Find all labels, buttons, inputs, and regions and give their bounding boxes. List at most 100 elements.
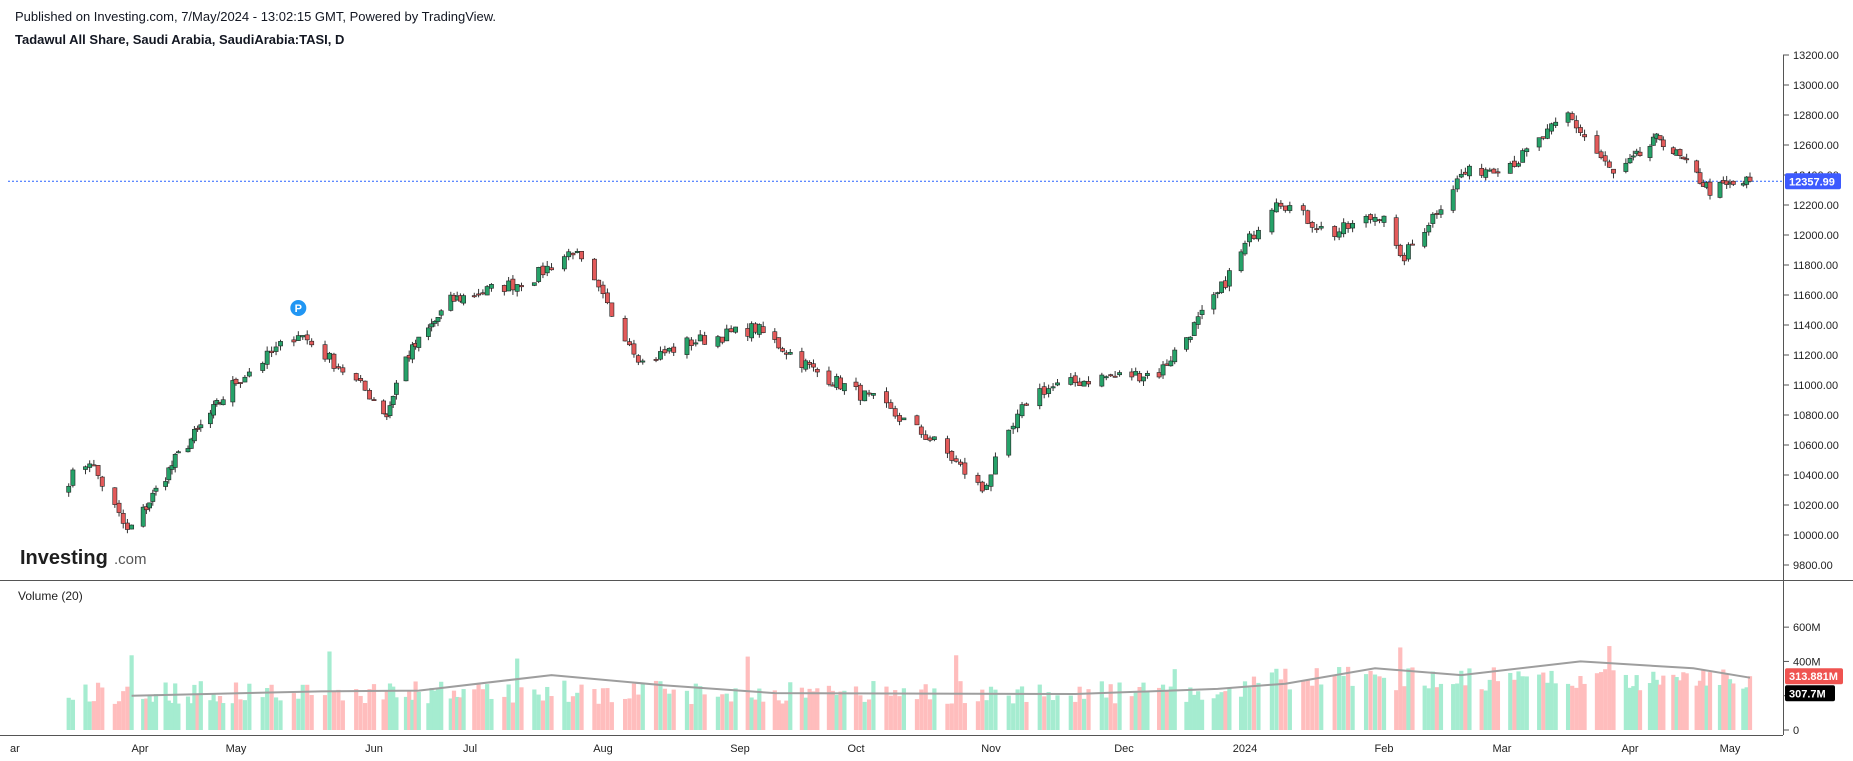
candle-up <box>172 453 178 468</box>
candle-down <box>1511 160 1517 167</box>
candle-up <box>147 502 152 509</box>
candle-down <box>367 390 372 400</box>
volume-bar-up <box>575 692 580 730</box>
candle-up <box>387 405 393 416</box>
volume-bar-up <box>1160 684 1166 730</box>
volume-bar-down <box>776 700 781 730</box>
volume-bar-down <box>1707 672 1713 730</box>
candle-down <box>233 378 239 385</box>
volume-bar-down <box>1129 696 1134 730</box>
price-tick-label: 10800.00 <box>1793 410 1839 422</box>
volume-bar-down <box>413 681 418 730</box>
volume-bar-down <box>975 701 981 730</box>
candle-down <box>91 464 97 467</box>
volume-bar-down <box>838 691 843 730</box>
volume-bar-up <box>1565 683 1571 730</box>
volume-bar-down <box>1637 690 1643 730</box>
candle-up <box>993 456 998 475</box>
candle-up <box>1422 232 1428 247</box>
volume-bar-down <box>340 700 345 730</box>
volume-bar-up <box>1238 696 1244 730</box>
volume-bar-down <box>662 688 667 730</box>
volume-bar-up <box>247 683 252 730</box>
candle-up <box>803 360 809 370</box>
candle-down <box>853 381 859 387</box>
candle-down <box>471 295 477 298</box>
volume-bar-up <box>1727 679 1733 730</box>
candle-down <box>1251 234 1257 239</box>
candle-up <box>931 436 937 440</box>
volume-bar-up <box>410 699 415 730</box>
volume-bar-down <box>502 696 507 730</box>
volume-bar-up <box>658 681 663 730</box>
volume-bar-up <box>1674 677 1679 730</box>
candle-down <box>1747 176 1753 182</box>
volume-bar-up <box>221 703 226 730</box>
candle-up <box>87 463 93 468</box>
volume-bar-up <box>189 703 194 730</box>
volume-bar-down <box>1137 686 1142 730</box>
candle-down <box>958 461 963 465</box>
volume-bar-up <box>1227 688 1232 730</box>
volume-bar-down <box>914 699 920 730</box>
candle-down <box>476 293 481 296</box>
volume-bar-up <box>1184 701 1189 730</box>
candle-down <box>975 474 981 483</box>
volume-bar-up <box>1704 685 1709 730</box>
candle-down <box>112 487 118 505</box>
candle-down <box>1491 168 1497 174</box>
candle-down <box>728 328 734 333</box>
volume-bar-up <box>1426 688 1431 730</box>
time-tick-label: May <box>1720 743 1741 755</box>
volume-bar-up <box>87 701 92 730</box>
candle-down <box>480 292 486 295</box>
candle-up <box>1507 163 1513 174</box>
volume-bar-down <box>753 699 758 730</box>
volume-bar-down <box>1332 675 1337 730</box>
volume-bar-up <box>862 701 867 730</box>
price-tick-label: 10400.00 <box>1793 470 1839 482</box>
candle-up <box>140 506 146 527</box>
candle-down <box>635 355 641 363</box>
volume-bar-down <box>592 689 597 730</box>
candle-down <box>116 502 122 513</box>
candle-down <box>1540 136 1546 139</box>
candle-up <box>273 346 279 352</box>
candle-up <box>1273 202 1279 213</box>
volume-bar-down <box>1086 689 1091 730</box>
candle-up <box>640 360 646 363</box>
volume-bar-up <box>273 697 279 730</box>
volume-bar-down <box>858 695 863 730</box>
volume-bar-down <box>1024 701 1029 730</box>
candle-up <box>278 341 283 347</box>
volume-bar-down <box>322 695 328 730</box>
price-tick-label: 11200.00 <box>1793 350 1838 362</box>
candle-up <box>208 412 213 425</box>
candle-up <box>220 399 226 406</box>
volume-bar-down <box>631 683 637 730</box>
candle-up <box>1630 155 1636 158</box>
time-tick-label: Jul <box>463 743 477 755</box>
price-tick-label: 12800.00 <box>1793 110 1839 122</box>
candle-down <box>1314 228 1320 231</box>
volume-bar-up <box>545 686 550 730</box>
volume-bar-down <box>962 703 967 730</box>
volume-bar-up <box>1520 676 1525 730</box>
candle-down <box>1606 161 1612 168</box>
candle-up <box>198 424 204 429</box>
p-marker-icon[interactable] <box>290 300 307 316</box>
volume-bar-up <box>1744 687 1749 730</box>
volume-bar-up <box>1524 676 1529 730</box>
candle-down <box>953 458 959 462</box>
candle-down <box>1680 156 1686 160</box>
volume-bar-down <box>1491 667 1496 730</box>
volume-bar-up <box>901 688 907 730</box>
candle-down <box>1660 139 1666 147</box>
candle-up <box>230 380 236 403</box>
volume-bar-up <box>1242 681 1248 730</box>
candle-up <box>536 267 542 282</box>
volume-bar-up <box>834 694 839 730</box>
volume-bar-down <box>144 698 149 730</box>
volume-bar-down <box>980 689 985 730</box>
